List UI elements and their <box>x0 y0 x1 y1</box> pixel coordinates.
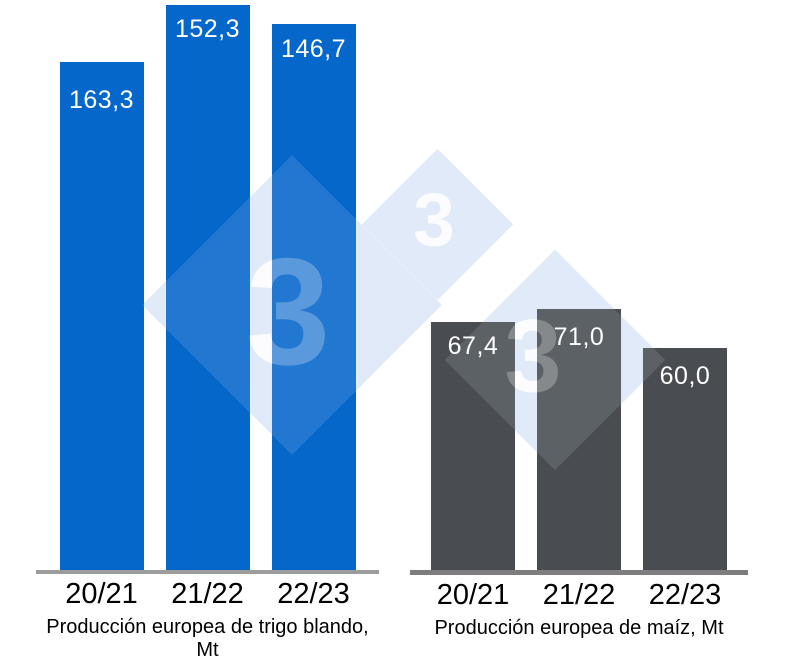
chart-caption: Producción europea de maíz, Mt <box>434 617 724 639</box>
bar-maiz-2122: 71,0 <box>537 309 621 570</box>
bar-value-label: 146,7 <box>280 35 347 63</box>
bar-value-label: 71,0 <box>553 323 605 351</box>
bar-trigo-2021: 163,3 <box>59 62 144 570</box>
bar-maiz-2223: 60,0 <box>643 348 727 570</box>
x-tick-label: 20/21 <box>436 579 510 611</box>
bars-group: 163,3 152,3 146,7 <box>36 0 379 570</box>
chart-caption: Producción europea de trigo blando, Mt <box>46 616 369 658</box>
x-tick-label: 20/21 <box>65 578 138 610</box>
bar-value-label: 67,4 <box>447 332 499 360</box>
bar-value-label: 152,3 <box>174 15 241 43</box>
bar-trigo-2223: 146,7 <box>271 24 356 570</box>
x-tick-label: 22/23 <box>277 578 350 610</box>
x-tick-label: 21/22 <box>542 579 616 611</box>
x-tick-label: 22/23 <box>648 579 722 611</box>
x-tick-label: 21/22 <box>171 578 244 610</box>
bar-value-label: 163,3 <box>68 86 135 114</box>
x-axis-tick-labels: 20/21 21/22 22/23 <box>36 578 379 611</box>
bar-maiz-2021: 67,4 <box>431 322 515 570</box>
x-axis-line <box>410 570 748 575</box>
x-axis-line <box>36 570 379 574</box>
bar-value-label: 60,0 <box>659 362 711 390</box>
chart-trigo-blando: 163,3 152,3 146,7 20/21 21/22 22/23 Prod… <box>36 0 379 658</box>
bar-trigo-2122: 152,3 <box>165 5 250 570</box>
chart-maiz: 67,4 71,0 60,0 20/21 21/22 22/23 Producc… <box>410 0 748 640</box>
bars-group: 67,4 71,0 60,0 <box>410 0 748 570</box>
x-axis-tick-labels: 20/21 21/22 22/23 <box>410 579 748 612</box>
